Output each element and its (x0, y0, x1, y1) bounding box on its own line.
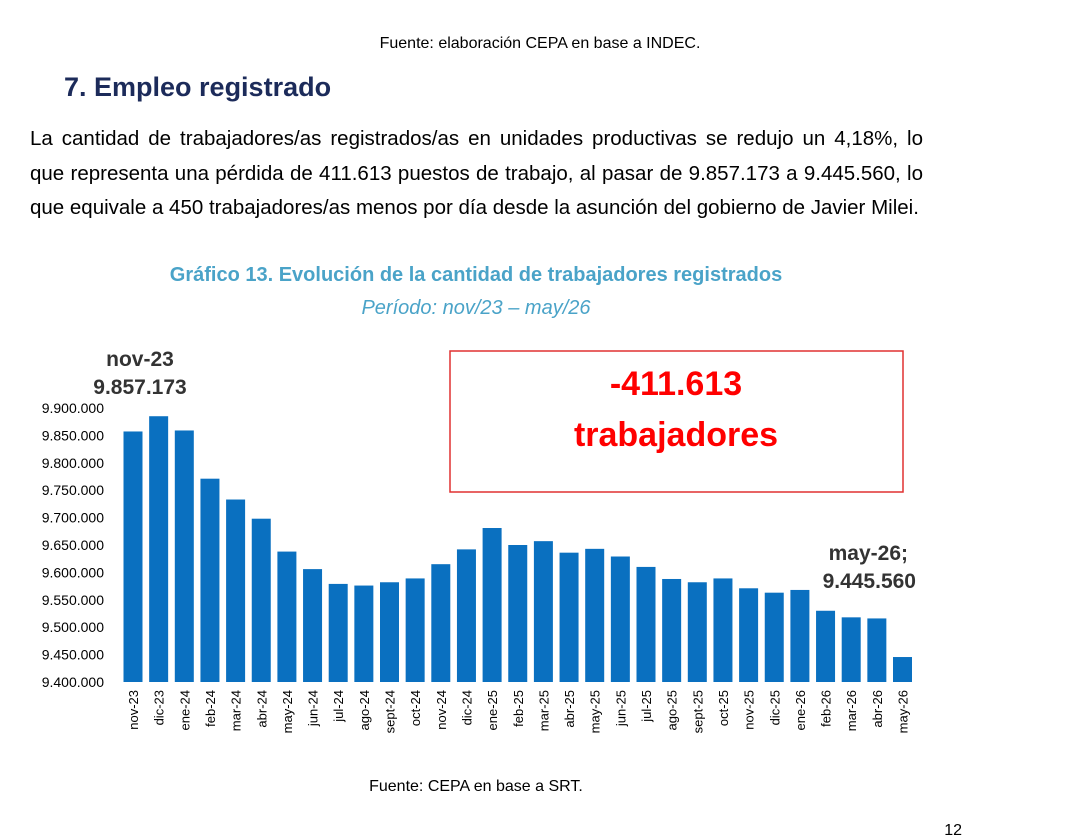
x-tick-label: nov-23 (126, 690, 141, 730)
bar-ene-26 (790, 589, 810, 682)
bar-may-25 (585, 548, 605, 682)
annotation-last-value: 9.445.560 (823, 570, 916, 593)
x-tick-label: ene-24 (177, 690, 192, 730)
source-top: Fuente: elaboración CEPA en base a INDEC… (379, 35, 701, 52)
section-title: 7. Empleo registrado (64, 72, 332, 102)
x-tick-label: sept-25 (690, 690, 705, 733)
y-axis: 9.400.000 9.450.000 9.500.000 9.550.000 9.60… (42, 400, 104, 690)
x-tick-label: feb-25 (511, 690, 526, 727)
bar-dic-23 (149, 416, 169, 682)
bar-ago-25 (662, 578, 682, 682)
bar-jun-24 (303, 569, 323, 682)
y-tick-label: 9.600.000 (42, 564, 104, 580)
callout-label: trabajadores (574, 416, 778, 454)
bar-jun-25 (610, 556, 630, 682)
x-tick-label: abr-25 (562, 690, 577, 728)
bar-oct-25 (713, 578, 733, 682)
bars (123, 416, 912, 682)
bar-may-24 (277, 551, 297, 682)
bar-sept-25 (687, 582, 707, 682)
bar-oct-24 (405, 578, 425, 682)
y-tick-label: 9.550.000 (42, 592, 104, 608)
x-tick-label: mar-25 (536, 690, 551, 731)
bar-feb-24 (200, 478, 220, 682)
bar-abr-25 (559, 552, 579, 682)
source-bottom: Fuente: CEPA en base a SRT. (369, 778, 583, 795)
x-tick-label: jun-25 (613, 690, 628, 727)
x-tick-label: ago-25 (665, 690, 680, 730)
x-tick-label: abr-26 (870, 690, 885, 728)
bar-feb-26 (816, 610, 836, 682)
callout-value: -411.613 (610, 365, 742, 403)
chart-title: Gráfico 13. Evolución de la cantidad de … (169, 264, 783, 286)
x-tick-label: feb-26 (819, 690, 834, 727)
bar-dic-24 (456, 549, 476, 682)
y-tick-label: 9.800.000 (42, 455, 104, 471)
bar-ene-25 (482, 528, 502, 682)
x-tick-label: dic-24 (459, 690, 474, 725)
x-tick-label: feb-24 (203, 690, 218, 727)
y-tick-label: 9.650.000 (42, 537, 104, 553)
x-tick-label: ago-24 (357, 690, 372, 730)
callout-box (449, 350, 904, 493)
x-axis-labels: nov-23 dic-23 ene-24 feb-24 mar-24 abr-24 may-… (126, 690, 911, 733)
bar-mar-25 (533, 541, 553, 682)
chart-subtitle: Período: nov/23 – may/26 (361, 297, 591, 319)
bar-sept-24 (380, 582, 399, 682)
bar-nov-25 (739, 588, 759, 682)
bar-may-26 (893, 657, 912, 682)
page-number: 12 (944, 822, 962, 839)
bar-jul-24 (328, 583, 348, 682)
x-tick-label: jun-24 (306, 690, 321, 727)
bar-nov-24 (431, 564, 451, 682)
annotation-last-period: may-26; (829, 542, 908, 565)
x-tick-label: may-24 (280, 690, 295, 733)
x-tick-label: abr-24 (254, 690, 269, 728)
x-tick-label: dic-25 (767, 690, 782, 725)
x-tick-label: may-26 (896, 690, 911, 733)
x-tick-label: jul-24 (331, 690, 346, 723)
x-tick-label: oct-24 (408, 690, 423, 726)
x-tick-label: dic-23 (152, 690, 167, 725)
x-tick-label: ene-26 (793, 690, 808, 730)
x-tick-label: oct-25 (716, 690, 731, 726)
x-tick-label: nov-25 (742, 690, 757, 730)
x-tick-label: nov-24 (434, 690, 449, 730)
y-tick-label: 9.850.000 (42, 427, 104, 443)
y-tick-label: 9.900.000 (42, 400, 104, 416)
bar-mar-26 (841, 617, 861, 682)
x-tick-label: jul-25 (639, 690, 654, 723)
annotation-first-period: nov-23 (106, 348, 174, 371)
y-tick-label: 9.750.000 (42, 482, 104, 498)
bar-ene-24 (174, 430, 194, 682)
x-tick-label: may-25 (588, 690, 603, 733)
x-tick-label: sept-24 (383, 690, 398, 733)
bar-chart: 9.400.000 9.450.000 9.500.000 9.550.000 9.60… (42, 348, 916, 733)
bar-abr-26 (867, 618, 887, 682)
bar-ago-24 (354, 585, 374, 682)
body-paragraph: La cantidad de trabajadores/as registrad… (30, 127, 923, 219)
y-tick-label: 9.450.000 (42, 647, 104, 663)
x-tick-label: mar-24 (229, 690, 244, 731)
x-tick-label: ene-25 (485, 690, 500, 730)
x-tick-label: mar-26 (844, 690, 859, 731)
annotation-first-value: 9.857.173 (93, 376, 186, 399)
bar-abr-24 (251, 518, 271, 682)
bar-feb-25 (508, 545, 528, 682)
bar-dic-25 (764, 592, 784, 682)
bar-mar-24 (226, 499, 246, 682)
bar-jul-25 (636, 566, 656, 682)
y-tick-label: 9.400.000 (42, 674, 104, 690)
y-tick-label: 9.700.000 (42, 510, 104, 526)
bar-nov-23 (123, 431, 143, 682)
y-tick-label: 9.500.000 (42, 619, 104, 635)
